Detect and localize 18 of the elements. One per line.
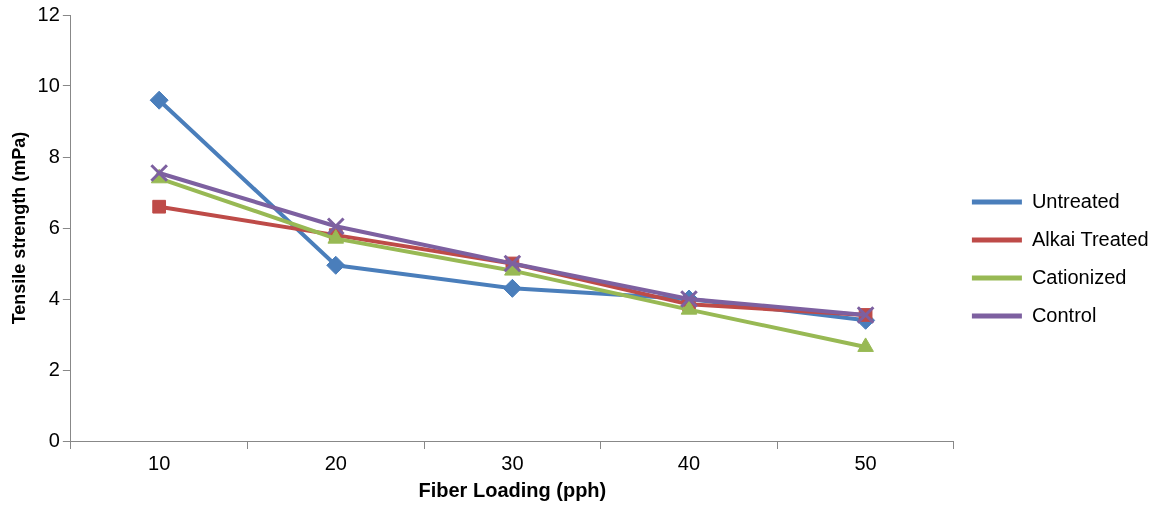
y-tick-label: 4 [48, 286, 60, 309]
y-tick-label: 12 [37, 2, 60, 25]
x-tick-label: 30 [501, 451, 524, 474]
x-axis-title: Fiber Loading (pph) [418, 478, 607, 501]
y-tick-label: 0 [48, 428, 60, 451]
y-tick-label: 2 [48, 357, 60, 380]
y-tick-label: 8 [48, 144, 60, 167]
legend-label: Alkai Treated [1031, 227, 1149, 250]
legend-label: Control [1031, 303, 1097, 326]
legend-label: Untreated [1031, 189, 1120, 212]
x-tick-label: 10 [148, 451, 171, 474]
y-axis-title: Tensile strength (mPa) [8, 131, 29, 325]
legend-label: Cationized [1031, 265, 1127, 288]
y-tick-label: 10 [37, 73, 60, 96]
x-tick-label: 50 [854, 451, 877, 474]
x-tick-label: 20 [324, 451, 347, 474]
x-tick-label: 40 [677, 451, 701, 474]
y-tick-label: 6 [48, 215, 60, 238]
